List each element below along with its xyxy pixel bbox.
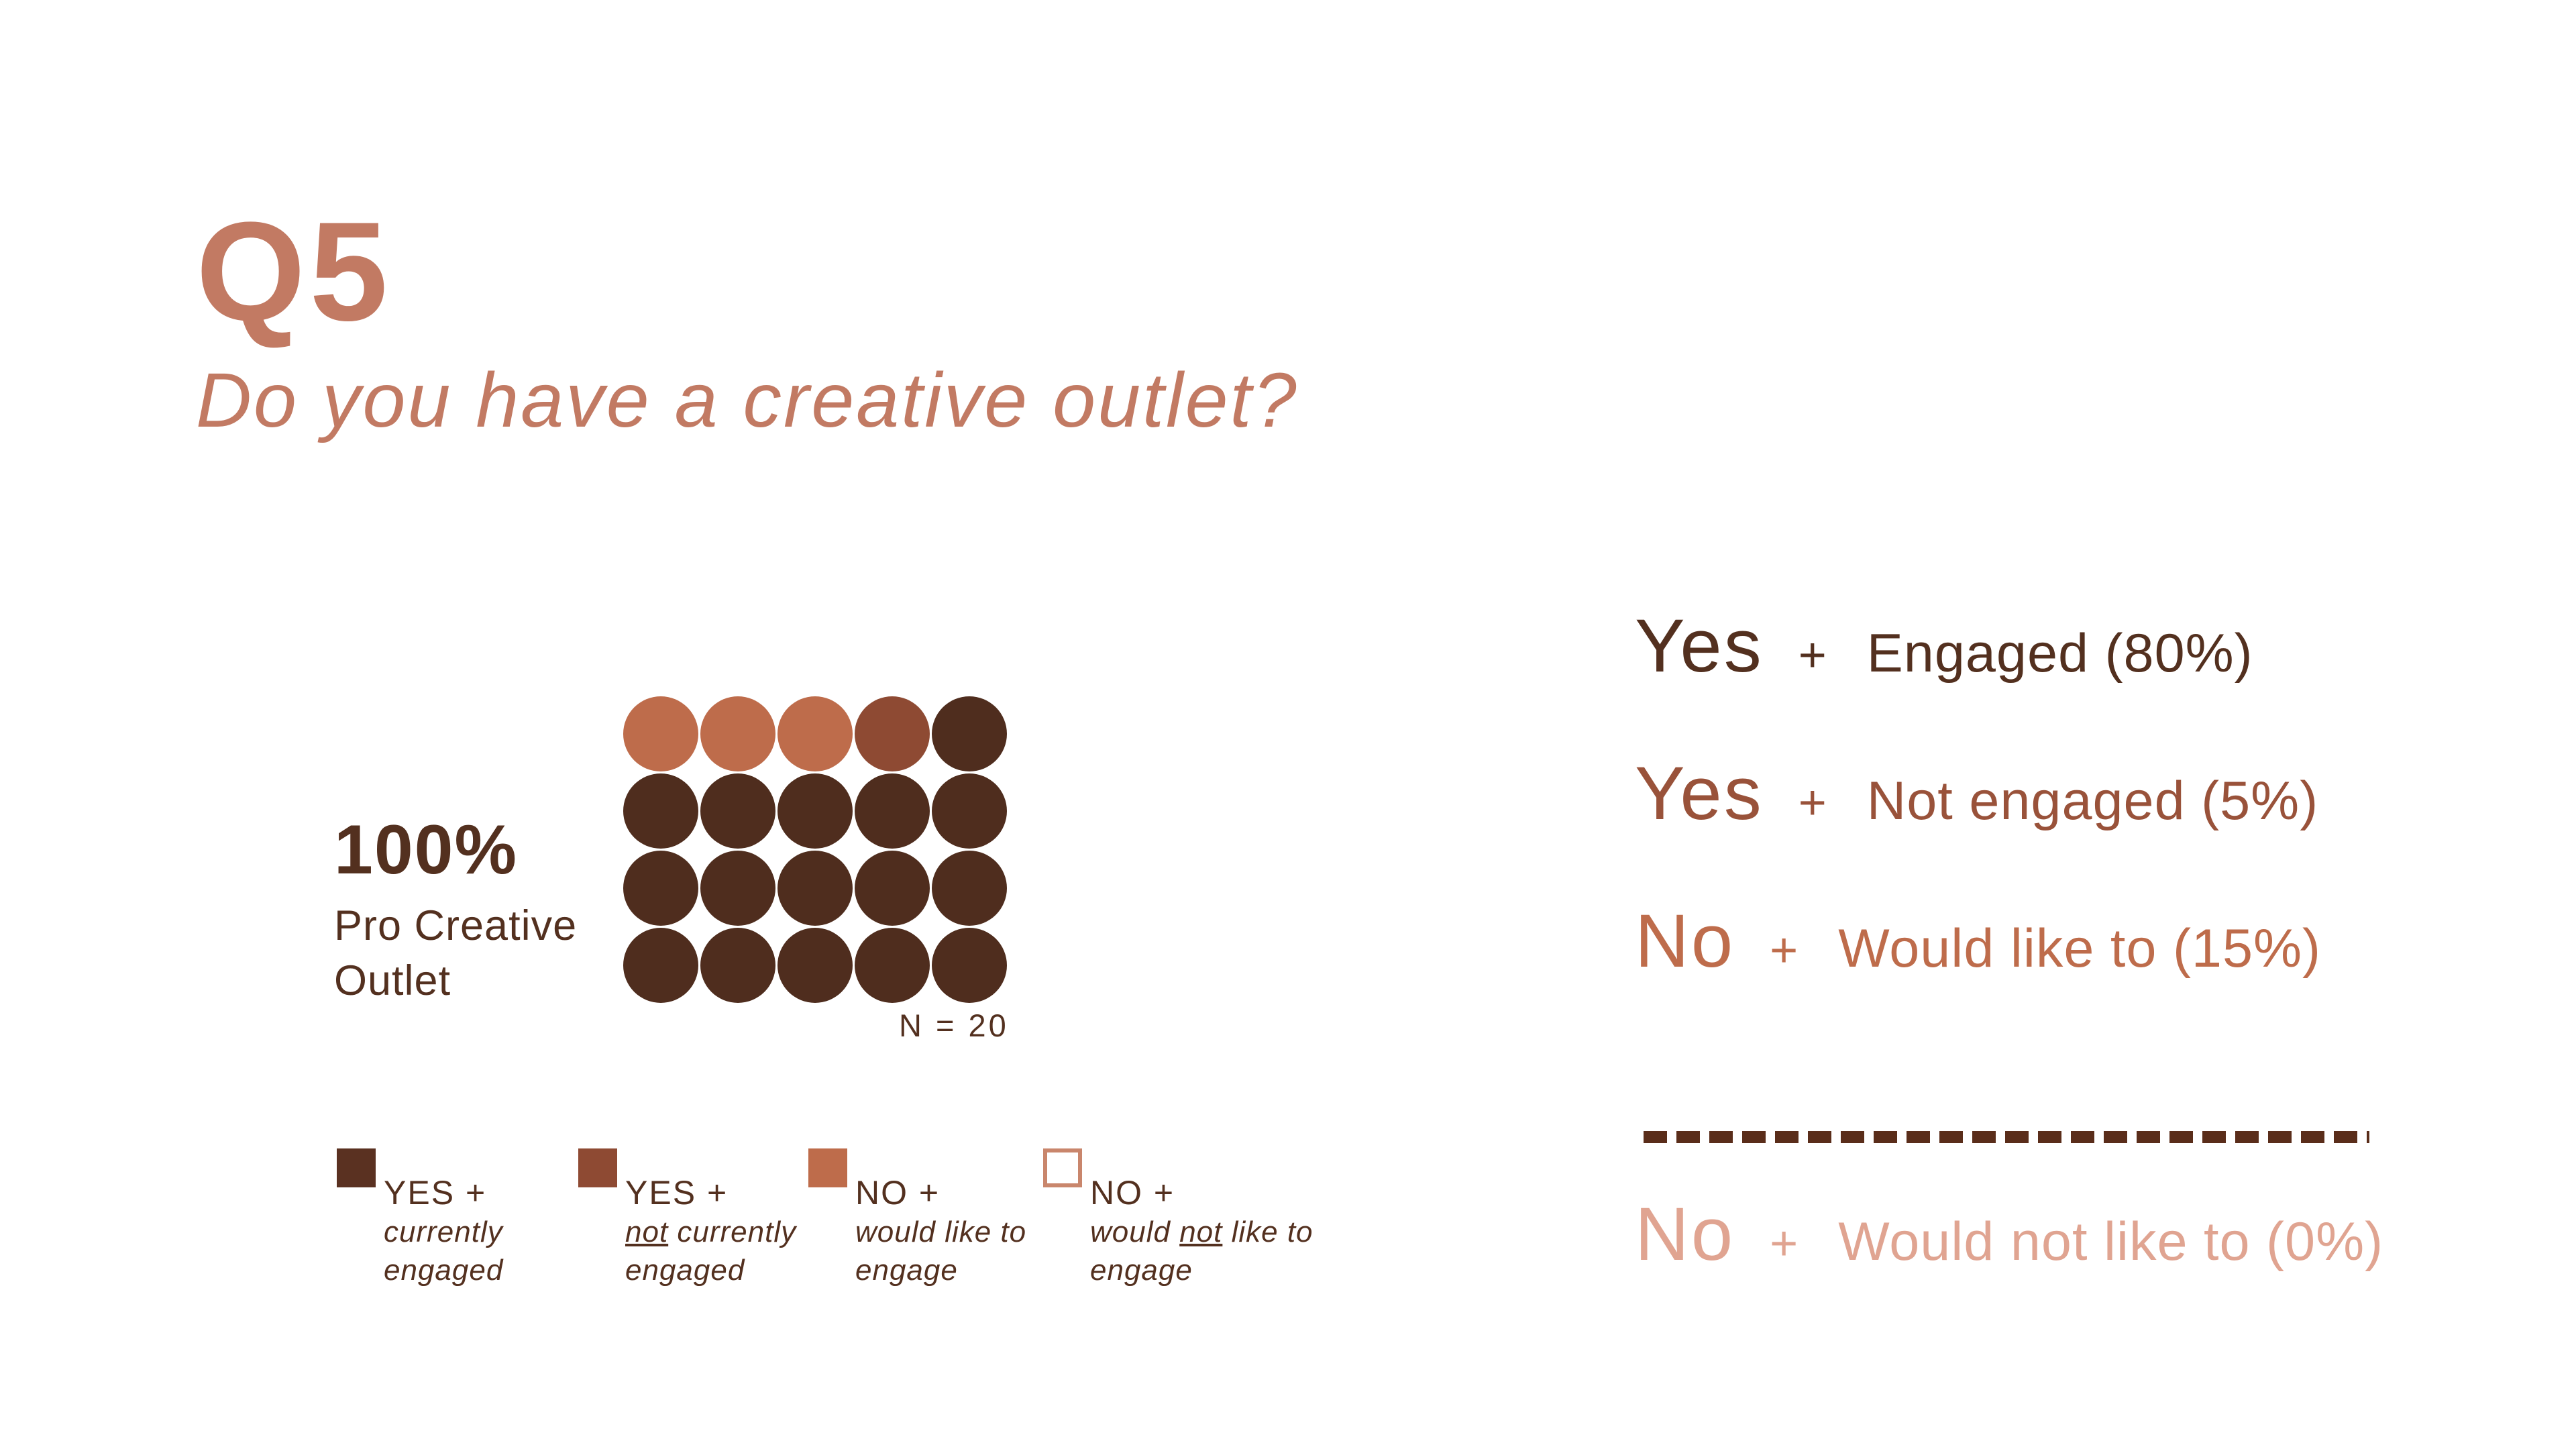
legend-label-sub: currently <box>384 1216 503 1248</box>
answer-word: No <box>1635 899 1735 983</box>
waffle-dot <box>855 928 930 1003</box>
waffle-dot <box>777 696 853 771</box>
dashed-divider <box>1644 1131 2369 1143</box>
waffle-dot <box>777 773 853 849</box>
waffle-dot <box>623 928 698 1003</box>
total-sublabel-line1: Pro Creative <box>334 902 578 949</box>
summary-line: No + Would like to (15%) <box>1635 904 2321 979</box>
legend-label-main: NO + <box>855 1174 941 1212</box>
legend-label: NO + would like to engage <box>855 1173 1026 1289</box>
legend-label-sub: not currently <box>625 1216 797 1248</box>
legend-label-sub: engage <box>855 1254 958 1287</box>
waffle-dot <box>777 928 853 1003</box>
sample-size-label: N = 20 <box>899 1008 1009 1043</box>
waffle-total-label: 100% Pro Creative Outlet <box>334 815 577 1008</box>
legend-label-sub: would like to <box>855 1216 1027 1248</box>
legend-swatch <box>337 1148 376 1187</box>
waffle-dot <box>700 696 775 771</box>
waffle-dot <box>623 696 698 771</box>
answer-detail: Not engaged (5%) <box>1866 771 2319 831</box>
waffle-dot <box>855 773 930 849</box>
total-percent: 100% <box>334 811 518 889</box>
summary-line: No + Would not like to (0%) <box>1635 1197 2383 1272</box>
answer-detail: Would like to (15%) <box>1838 918 2322 979</box>
waffle-dot <box>932 696 1007 771</box>
waffle-dot <box>777 851 853 926</box>
question-subtitle: Do you have a creative outlet? <box>196 358 1299 443</box>
waffle-dot <box>855 851 930 926</box>
plus-sign: + <box>1798 776 1827 830</box>
legend-label-main: YES + <box>384 1174 487 1212</box>
legend-label-sub: engaged <box>384 1254 504 1287</box>
waffle-dot <box>932 928 1007 1003</box>
legend-label-sub: engaged <box>625 1254 745 1287</box>
legend-label-main: YES + <box>625 1174 729 1212</box>
plus-sign: + <box>1770 924 1799 977</box>
waffle-dot <box>700 851 775 926</box>
answer-detail: Would not like to (0%) <box>1838 1212 2384 1272</box>
plus-sign: + <box>1770 1217 1799 1271</box>
answer-detail: Engaged (80%) <box>1866 623 2253 684</box>
waffle-dot <box>623 773 698 849</box>
legend-swatch <box>1043 1148 1082 1187</box>
summary-line: Yes + Engaged (80%) <box>1635 608 2253 684</box>
waffle-grid <box>623 696 1007 1003</box>
legend-label: NO + would not like to engage <box>1090 1173 1313 1289</box>
legend-item: YES + currently engaged <box>337 1148 503 1289</box>
plus-sign: + <box>1798 629 1827 682</box>
legend-label-sub: would not like to <box>1090 1216 1313 1248</box>
answer-word: Yes <box>1635 604 1764 688</box>
waffle-dot <box>855 696 930 771</box>
waffle-dot <box>700 773 775 849</box>
summary-line: Yes + Not engaged (5%) <box>1635 756 2318 831</box>
waffle-dot <box>932 851 1007 926</box>
legend-item: NO + would like to engage <box>808 1148 1026 1289</box>
legend-label: YES + not currently engaged <box>625 1173 796 1289</box>
answer-word: Yes <box>1635 751 1764 835</box>
page-title: Q5 <box>196 193 392 350</box>
legend-label-main: NO + <box>1090 1174 1175 1212</box>
chart-legend: YES + currently engaged YES + not currently e… <box>0 1148 2576 1323</box>
waffle-dot <box>623 851 698 926</box>
waffle-dot <box>700 928 775 1003</box>
legend-label-sub: engage <box>1090 1254 1193 1287</box>
legend-label: YES + currently engaged <box>384 1173 503 1289</box>
answer-word: No <box>1635 1192 1735 1276</box>
legend-swatch <box>578 1148 617 1187</box>
legend-swatch <box>808 1148 847 1187</box>
total-sublabel-line2: Outlet <box>334 957 451 1004</box>
waffle-dot <box>932 773 1007 849</box>
legend-item: NO + would not like to engage <box>1043 1148 1313 1289</box>
legend-item: YES + not currently engaged <box>578 1148 796 1289</box>
